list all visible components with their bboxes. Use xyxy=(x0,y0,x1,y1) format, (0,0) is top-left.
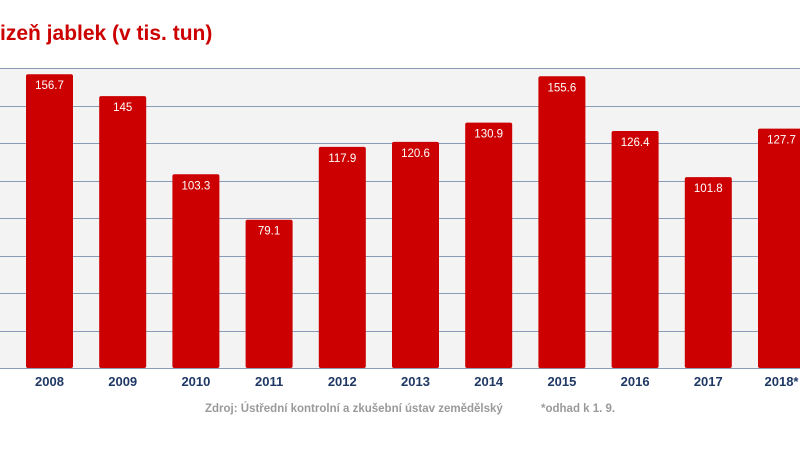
footnote-text: *odhad k 1. 9. xyxy=(541,403,615,415)
bar-2017 xyxy=(685,177,732,368)
bar-value-label: 127.7 xyxy=(767,135,796,147)
category-label: 2010 xyxy=(181,374,210,389)
category-label: 2018* xyxy=(765,374,800,389)
bar-value-label: 79.1 xyxy=(258,226,280,238)
bar-2015 xyxy=(538,76,585,368)
bar-value-label: 145 xyxy=(113,102,132,114)
bar-value-label: 101.8 xyxy=(694,183,723,195)
bar-value-label: 130.9 xyxy=(474,129,503,141)
source-text: Zdroj: Ústřední kontrolní a zkušební úst… xyxy=(205,403,503,415)
bar-2014 xyxy=(465,123,512,368)
bar-2018* xyxy=(758,129,800,368)
bar-2013 xyxy=(392,142,439,368)
bar-2010 xyxy=(172,174,219,368)
bar-value-label: 126.4 xyxy=(621,137,650,149)
bar-2009 xyxy=(99,96,146,368)
category-label: 2016 xyxy=(621,374,650,389)
bar-2016 xyxy=(612,131,659,368)
category-label: 2009 xyxy=(108,374,137,389)
category-label: 2013 xyxy=(401,374,430,389)
category-label: 2012 xyxy=(328,374,357,389)
bar-value-label: 156.7 xyxy=(35,80,64,92)
bar-value-label: 120.6 xyxy=(401,148,430,160)
bar-2012 xyxy=(319,147,366,368)
bar-value-label: 117.9 xyxy=(328,153,356,165)
category-label: 2014 xyxy=(474,374,504,389)
category-label: 2008 xyxy=(35,374,64,389)
bar-value-label: 155.6 xyxy=(548,82,577,94)
category-label: 2017 xyxy=(694,374,723,389)
bar-chart: 156.7 2008 145 2009 103.3 2010 79.1 2011 117.9 20… xyxy=(0,0,800,400)
category-label: 2015 xyxy=(547,374,576,389)
bar-value-label: 103.3 xyxy=(182,180,211,192)
category-label: 2011 xyxy=(255,374,283,389)
bar-2008 xyxy=(26,74,73,368)
bar-2011 xyxy=(246,220,293,368)
